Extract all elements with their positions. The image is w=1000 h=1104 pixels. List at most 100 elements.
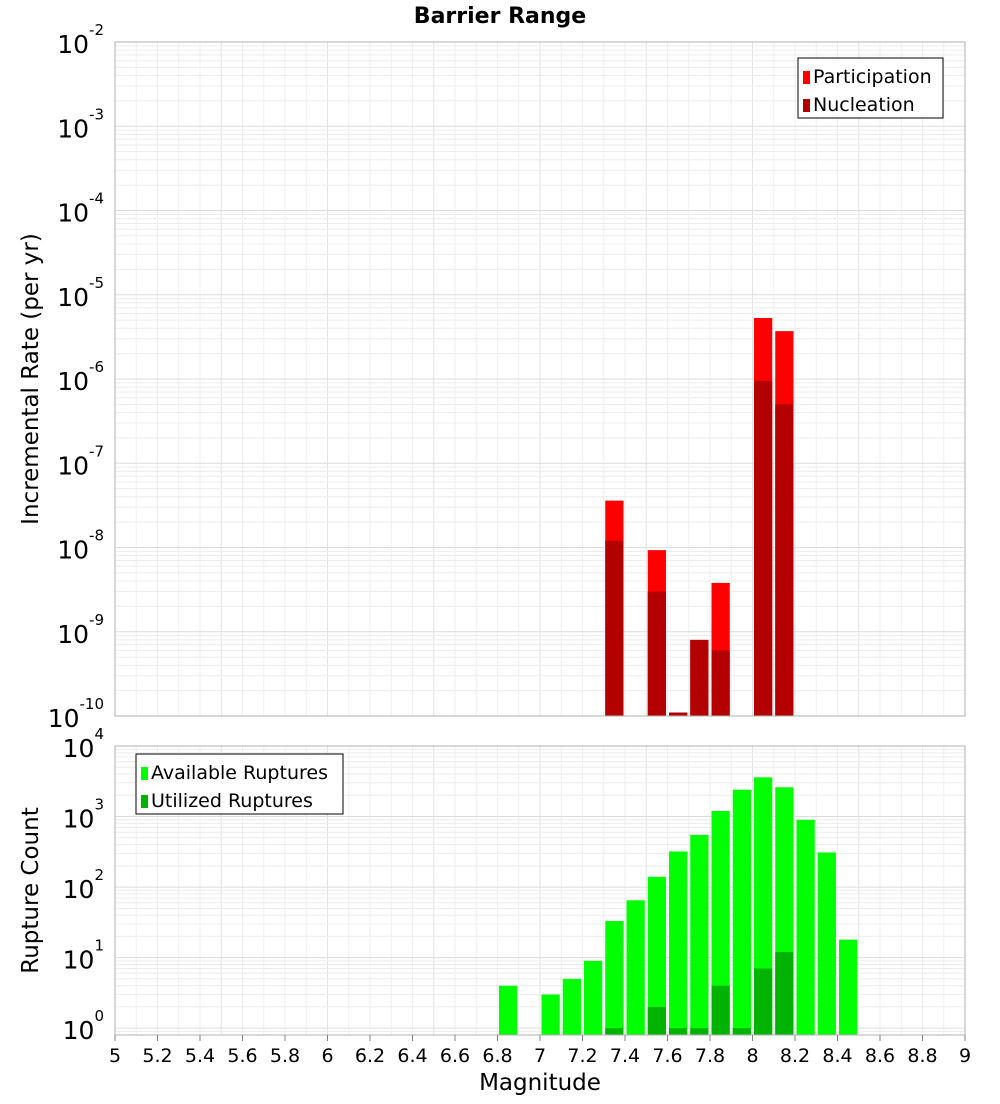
y-tick-base: 10 <box>57 451 89 480</box>
rate-bar-secondary <box>647 591 666 716</box>
count-legend-swatch <box>141 767 148 780</box>
y-tick-exponent: 4 <box>94 725 104 743</box>
y-tick-exponent: -9 <box>89 611 104 629</box>
rate-plot-legend: Participation Nucleation <box>797 57 944 119</box>
count-bar-primary <box>541 994 560 1035</box>
x-tick-label: 8.4 <box>822 1045 852 1067</box>
svg-text:10-2: 10-2 <box>57 21 104 59</box>
rate-plot-y-axis-label: Incremental Rate (per yr) <box>18 233 44 525</box>
rate-y-tick-label: 10-6 <box>57 358 104 396</box>
rate-bar-secondary <box>669 712 688 716</box>
x-tick-label: 5.6 <box>227 1045 257 1067</box>
chart-title: Barrier Range <box>414 4 586 29</box>
x-tick-label: 5 <box>109 1045 121 1067</box>
count-bar-secondary <box>690 1028 709 1035</box>
rate-legend-label: Nucleation <box>813 94 915 116</box>
rate-bar-secondary <box>775 404 794 716</box>
count-bar-secondary <box>647 1006 666 1035</box>
count-bar-primary <box>669 851 688 1035</box>
svg-text:10-5: 10-5 <box>57 274 104 312</box>
x-tick-label: 5.8 <box>270 1045 300 1067</box>
y-tick-base: 10 <box>63 805 95 834</box>
x-tick-label: 7 <box>534 1045 546 1067</box>
count-bar-primary <box>839 939 858 1035</box>
y-tick-base: 10 <box>57 199 89 228</box>
y-tick-exponent: -8 <box>89 527 104 545</box>
count-legend-box <box>135 753 344 815</box>
x-tick-label: 8.6 <box>865 1045 895 1067</box>
y-tick-base: 10 <box>57 30 89 59</box>
y-tick-exponent: 0 <box>94 1007 104 1025</box>
count-bar-primary <box>732 789 751 1035</box>
x-tick-label: 7.4 <box>610 1045 640 1067</box>
x-tick-label: 8.8 <box>907 1045 937 1067</box>
y-tick-exponent: -5 <box>89 274 104 292</box>
x-tick-label: 8 <box>746 1045 758 1067</box>
count-bar-primary <box>605 921 624 1035</box>
x-tick-label: 6.2 <box>355 1045 385 1067</box>
count-bar-secondary <box>711 985 730 1035</box>
count-legend-swatch <box>141 795 148 808</box>
count-bar-primary <box>562 978 581 1035</box>
count-y-tick-label: 101 <box>63 937 104 975</box>
x-tick-label: 6.8 <box>482 1045 512 1067</box>
y-tick-exponent: 3 <box>94 796 104 814</box>
svg-text:10-8: 10-8 <box>57 527 104 565</box>
rate-legend-box <box>797 57 944 119</box>
svg-text:103: 103 <box>63 796 104 834</box>
rate-legend-swatch <box>803 99 810 112</box>
y-tick-base: 10 <box>63 1016 95 1045</box>
count-bar-secondary <box>605 1028 624 1035</box>
rate-bar-secondary <box>754 380 773 716</box>
count-bar-secondary <box>775 952 794 1035</box>
x-tick-label: 7.8 <box>695 1045 725 1067</box>
rate-plot-bars <box>605 317 794 716</box>
count-bar-primary <box>796 819 815 1035</box>
count-y-tick-label: 103 <box>63 796 104 834</box>
count-y-tick-label: 100 <box>63 1007 104 1045</box>
rate-plot-grid <box>114 41 966 717</box>
rate-y-tick-label: 10-3 <box>57 105 104 143</box>
y-tick-base: 10 <box>63 946 95 975</box>
count-bar-secondary <box>732 1028 751 1035</box>
x-tick-label: 5.2 <box>142 1045 172 1067</box>
y-tick-base: 10 <box>63 875 95 904</box>
count-bar-primary <box>690 834 709 1035</box>
y-tick-base: 10 <box>48 704 80 733</box>
count-plot-y-axis-label: Rupture Count <box>18 807 44 973</box>
svg-text:10-9: 10-9 <box>57 611 104 649</box>
rate-legend-label: Participation <box>813 66 932 88</box>
rate-y-tick-label: 10-10 <box>48 695 104 733</box>
svg-text:10-6: 10-6 <box>57 358 104 396</box>
rate-legend-swatch <box>803 71 810 84</box>
rate-y-tick-label: 10-7 <box>57 442 104 480</box>
y-tick-exponent: 1 <box>94 937 104 955</box>
count-bar-primary <box>817 852 836 1035</box>
count-bar-secondary <box>754 968 773 1035</box>
count-y-tick-label: 102 <box>63 866 104 904</box>
count-bar-primary <box>626 900 645 1035</box>
rate-plot-frame <box>114 41 966 717</box>
x-tick-label: 7.6 <box>652 1045 682 1067</box>
x-axis-ticks: 5 5.2 5.4 5.6 5.8 6 6.2 6.4 6.6 6.8 7 7.2 7.4 7.6 7.8 8… <box>109 1035 971 1067</box>
rate-y-tick-label: 10-4 <box>57 190 104 228</box>
svg-text:102: 102 <box>63 866 104 904</box>
rate-y-tick-label: 10-5 <box>57 274 104 312</box>
svg-text:104: 104 <box>63 725 104 763</box>
x-tick-label: 8.2 <box>780 1045 810 1067</box>
y-tick-base: 10 <box>63 734 95 763</box>
y-tick-base: 10 <box>57 367 89 396</box>
rate-y-tick-label: 10-9 <box>57 611 104 649</box>
count-y-tick-label: 104 <box>63 725 104 763</box>
x-axis-label: Magnitude <box>479 1070 601 1096</box>
count-legend-label: Utilized Ruptures <box>151 790 313 812</box>
y-tick-exponent: -2 <box>89 21 104 39</box>
count-bar-primary <box>647 876 666 1035</box>
rate-y-tick-label: 10-8 <box>57 527 104 565</box>
svg-text:10-7: 10-7 <box>57 442 104 480</box>
y-tick-exponent: -6 <box>89 358 104 376</box>
rate-bar-secondary <box>711 650 730 716</box>
